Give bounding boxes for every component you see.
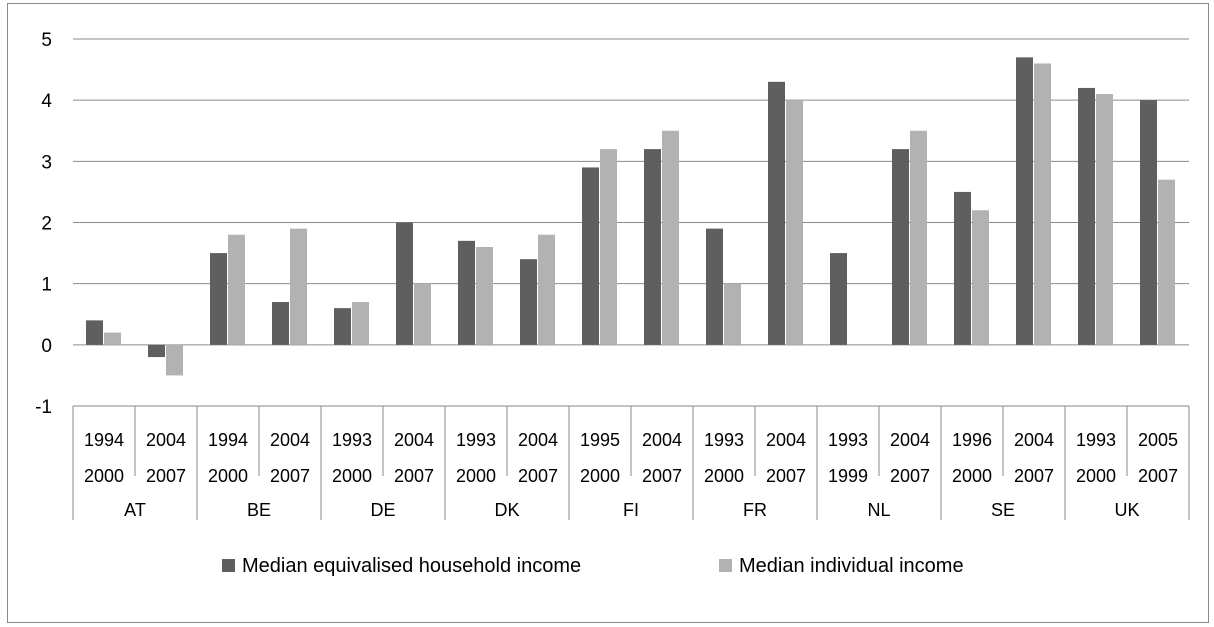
period-end-label: 2000 bbox=[580, 466, 620, 486]
period-start-label: 1994 bbox=[84, 430, 124, 450]
period-start-label: 2005 bbox=[1138, 430, 1178, 450]
household-income-bar bbox=[396, 222, 413, 345]
individual-income-bar bbox=[290, 228, 307, 345]
individual-income-bar bbox=[972, 210, 989, 345]
household-income-bar bbox=[892, 149, 909, 345]
period-start-label: 1995 bbox=[580, 430, 620, 450]
period-end-label: 2000 bbox=[332, 466, 372, 486]
individual-income-bar bbox=[476, 246, 493, 345]
y-tick-label: 0 bbox=[41, 336, 52, 357]
household-income-bar bbox=[1016, 57, 1033, 345]
y-tick-label: 2 bbox=[41, 214, 52, 235]
legend: Median equivalised household income Media… bbox=[222, 555, 964, 577]
period-end-label: 2000 bbox=[84, 466, 124, 486]
group-label: NL bbox=[867, 500, 890, 520]
group-label: SE bbox=[991, 500, 1015, 520]
category-axis: 1994 2000 2004 2007 1994 2000 2004 2007 1993 2000… bbox=[72, 406, 1190, 520]
period-end-label: 2007 bbox=[270, 466, 310, 486]
individual-income-bar bbox=[786, 100, 803, 345]
y-tick-label: 1 bbox=[41, 275, 52, 296]
period-start-label: 2004 bbox=[270, 430, 310, 450]
period-end-label: 2007 bbox=[394, 466, 434, 486]
household-income-bar bbox=[86, 320, 103, 345]
y-tick-label: 3 bbox=[41, 152, 52, 173]
group-label: BE bbox=[247, 500, 271, 520]
period-end-label: 2000 bbox=[952, 466, 992, 486]
legend-household-income-label: Median equivalised household income bbox=[242, 555, 581, 577]
period-start-label: 1993 bbox=[1076, 430, 1116, 450]
household-income-bar bbox=[458, 240, 475, 345]
individual-income-bar bbox=[662, 130, 679, 345]
household-income-bar bbox=[706, 228, 723, 345]
y-axis-ticks: -1 0 1 2 3 4 5 bbox=[35, 30, 52, 418]
period-start-label: 1994 bbox=[208, 430, 248, 450]
period-end-label: 2000 bbox=[456, 466, 496, 486]
period-start-label: 2004 bbox=[890, 430, 930, 450]
y-tick-label: -1 bbox=[35, 397, 52, 418]
individual-income-bar bbox=[228, 234, 245, 345]
legend-individual-income-swatch bbox=[719, 559, 732, 572]
individual-income-bar bbox=[414, 283, 431, 345]
period-end-label: 2000 bbox=[1076, 466, 1116, 486]
individual-income-bar bbox=[1158, 179, 1175, 345]
period-end-label: 1999 bbox=[828, 466, 868, 486]
period-start-label: 1993 bbox=[456, 430, 496, 450]
bars bbox=[86, 57, 1175, 376]
period-start-label: 2004 bbox=[146, 430, 186, 450]
household-income-bar bbox=[334, 308, 351, 345]
individual-income-bar bbox=[600, 149, 617, 345]
individual-income-bar bbox=[910, 130, 927, 345]
y-tick-label: 5 bbox=[41, 30, 52, 51]
period-start-label: 2004 bbox=[766, 430, 806, 450]
period-end-label: 2007 bbox=[890, 466, 930, 486]
group-label: UK bbox=[1114, 500, 1139, 520]
group-label: DK bbox=[494, 500, 519, 520]
individual-income-bar bbox=[538, 234, 555, 345]
period-end-label: 2007 bbox=[518, 466, 558, 486]
individual-income-bar bbox=[1034, 63, 1051, 345]
y-tick-label: 4 bbox=[41, 91, 52, 112]
household-income-bar bbox=[1140, 100, 1157, 345]
period-end-label: 2007 bbox=[766, 466, 806, 486]
household-income-bar bbox=[768, 81, 785, 345]
period-end-label: 2007 bbox=[1138, 466, 1178, 486]
period-start-label: 2004 bbox=[518, 430, 558, 450]
group-label: DE bbox=[370, 500, 395, 520]
period-start-label: 2004 bbox=[1014, 430, 1054, 450]
period-end-label: 2007 bbox=[642, 466, 682, 486]
household-income-bar bbox=[582, 167, 599, 345]
individual-income-bar bbox=[104, 332, 121, 345]
group-label: FR bbox=[743, 500, 767, 520]
household-income-bar bbox=[830, 253, 847, 345]
household-income-bar bbox=[272, 302, 289, 345]
period-end-label: 2000 bbox=[704, 466, 744, 486]
household-income-bar bbox=[148, 344, 165, 358]
period-start-label: 1993 bbox=[704, 430, 744, 450]
period-start-label: 1993 bbox=[828, 430, 868, 450]
period-start-label: 1996 bbox=[952, 430, 992, 450]
period-start-label: 2004 bbox=[394, 430, 434, 450]
individual-income-bar bbox=[1096, 94, 1113, 345]
individual-income-bar bbox=[724, 283, 741, 345]
legend-household-income-swatch bbox=[222, 559, 235, 572]
household-income-bar bbox=[210, 253, 227, 345]
individual-income-bar bbox=[166, 344, 183, 376]
period-end-label: 2000 bbox=[208, 466, 248, 486]
household-income-bar bbox=[954, 191, 971, 345]
individual-income-bar bbox=[352, 302, 369, 345]
period-end-label: 2007 bbox=[146, 466, 186, 486]
household-income-bar bbox=[1078, 87, 1095, 345]
period-start-label: 1993 bbox=[332, 430, 372, 450]
household-income-bar bbox=[644, 149, 661, 345]
group-label: FI bbox=[623, 500, 639, 520]
period-end-label: 2007 bbox=[1014, 466, 1054, 486]
legend-individual-income-label: Median individual income bbox=[739, 555, 964, 577]
period-start-label: 2004 bbox=[642, 430, 682, 450]
household-income-bar bbox=[520, 259, 537, 345]
group-label: AT bbox=[124, 500, 146, 520]
